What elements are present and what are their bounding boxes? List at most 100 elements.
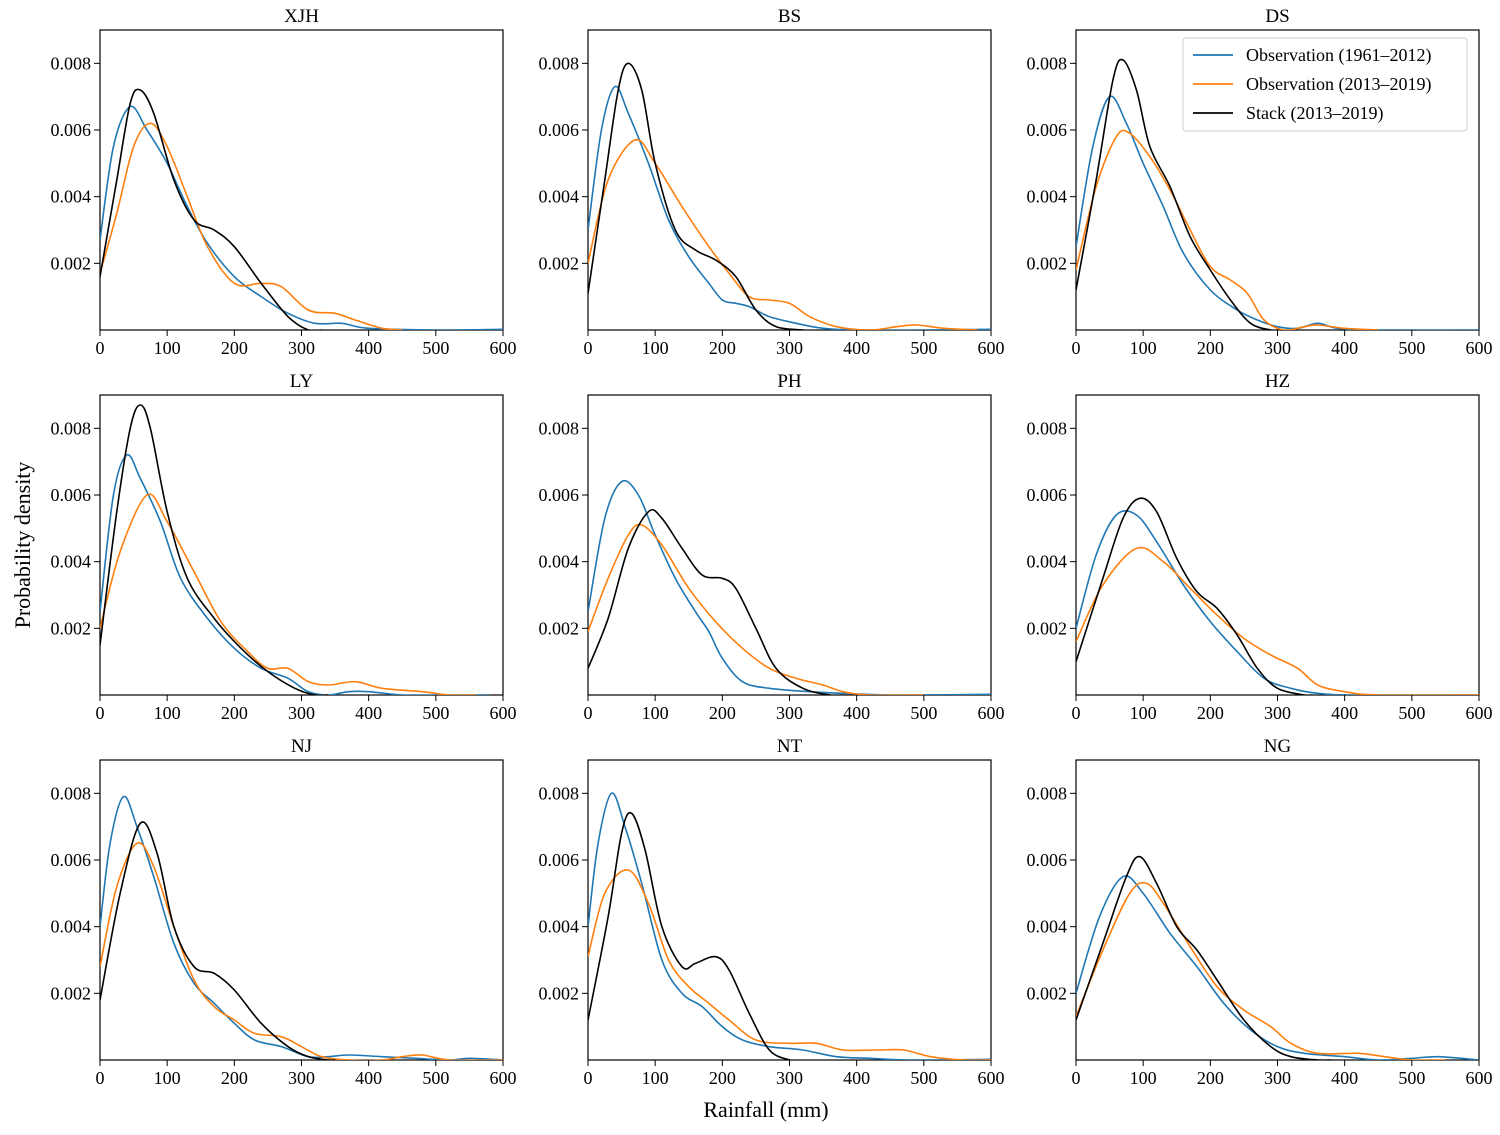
x-tick-label: 0 — [96, 703, 105, 723]
series-line-obs-2013-2019 — [100, 122, 403, 330]
y-tick-label: 0.002 — [539, 253, 580, 273]
x-tick-label: 0 — [584, 1068, 593, 1088]
y-tick-label: 0.004 — [51, 917, 92, 937]
panel-xjh: XJH 0 100 200 300 400 500 600 0.002 0.004 0.006 0.0… — [51, 6, 517, 358]
y-tick-label: 0.004 — [1027, 917, 1068, 937]
series-line-obs-1961-2012 — [100, 795, 503, 1060]
x-tick-label: 400 — [843, 703, 870, 723]
series-line-obs-2013-2019 — [1076, 881, 1446, 1060]
x-tick-label: 400 — [843, 338, 870, 358]
panel-curves — [100, 88, 503, 330]
x-tick-label: 200 — [221, 1068, 248, 1088]
series-line-stack-2013-2019 — [1076, 58, 1278, 330]
x-tick-label: 0 — [1072, 338, 1081, 358]
y-tick-label: 0.002 — [51, 253, 92, 273]
y-tick-label: 0.008 — [539, 418, 580, 438]
legend-entry: Stack (2013–2019) — [1246, 103, 1383, 124]
x-tick-label: 100 — [154, 1068, 181, 1088]
y-tick-label: 0.004 — [539, 187, 580, 207]
series-line-stack-2013-2019 — [100, 404, 329, 695]
x-tick-label: 400 — [1331, 1068, 1358, 1088]
x-tick-label: 600 — [978, 1068, 1005, 1088]
y-tick-label: 0.002 — [51, 983, 92, 1003]
x-tick-label: 400 — [1331, 703, 1358, 723]
panel-frame — [1075, 759, 1480, 1061]
x-tick-label: 100 — [154, 338, 181, 358]
x-tick-label: 500 — [910, 338, 937, 358]
y-tick-label: 0.008 — [51, 783, 92, 803]
series-line-obs-2013-2019 — [1076, 129, 1379, 330]
legend: Observation (1961–2012) Observation (2013… — [1182, 37, 1468, 132]
panel-title: XJH — [284, 6, 319, 27]
panel-title: NG — [1264, 736, 1292, 757]
x-tick-label: 0 — [1072, 703, 1081, 723]
x-tick-label: 500 — [1398, 338, 1425, 358]
panel-curves — [588, 62, 991, 330]
x-tick-label: 100 — [154, 703, 181, 723]
y-tick-label: 0.002 — [539, 983, 580, 1003]
x-tick-label: 200 — [221, 338, 248, 358]
panel-title: HZ — [1265, 371, 1290, 392]
panel-title: PH — [777, 371, 802, 392]
y-tick-label: 0.006 — [1027, 120, 1068, 140]
panel-frame — [587, 759, 992, 1061]
series-line-obs-2013-2019 — [588, 523, 924, 695]
y-tick-label: 0.004 — [1027, 552, 1068, 572]
series-line-obs-2013-2019 — [100, 842, 503, 1060]
x-tick-label: 500 — [1398, 1068, 1425, 1088]
x-tick-label: 300 — [288, 338, 315, 358]
x-tick-label: 200 — [221, 703, 248, 723]
x-tick-label: 600 — [978, 703, 1005, 723]
series-line-obs-1961-2012 — [588, 85, 991, 330]
y-tick-label: 0.002 — [51, 618, 92, 638]
x-tick-label: 100 — [642, 1068, 669, 1088]
y-tick-label: 0.004 — [539, 552, 580, 572]
x-tick-label: 600 — [490, 338, 517, 358]
y-axis-label: Probability density — [10, 462, 35, 629]
x-tick-label: 300 — [776, 703, 803, 723]
x-tick-label: 200 — [1197, 1068, 1224, 1088]
x-tick-label: 100 — [1130, 1068, 1157, 1088]
series-line-obs-2013-2019 — [588, 869, 991, 1060]
series-line-stack-2013-2019 — [588, 62, 804, 330]
x-tick-label: 0 — [1072, 1068, 1081, 1088]
y-tick-label: 0.006 — [539, 120, 580, 140]
panel-hz: HZ 0 100 200 300 400 500 600 0.002 0.004 0.006 0.00… — [1027, 371, 1493, 723]
legend-entry: Observation (2013–2019) — [1246, 74, 1431, 95]
y-tick-label: 0.002 — [1027, 253, 1068, 273]
panel-frame — [587, 394, 992, 696]
x-tick-label: 300 — [1264, 1068, 1291, 1088]
y-tick-label: 0.008 — [1027, 418, 1068, 438]
y-tick-label: 0.004 — [1027, 187, 1068, 207]
x-tick-label: 500 — [422, 338, 449, 358]
x-tick-label: 500 — [422, 703, 449, 723]
y-tick-label: 0.004 — [539, 917, 580, 937]
panel-title: NJ — [291, 736, 312, 757]
x-tick-label: 400 — [355, 703, 382, 723]
x-tick-label: 100 — [1130, 703, 1157, 723]
panel-nj: NJ 0 100 200 300 400 500 600 0.002 0.004 0.006 0.00… — [51, 736, 517, 1088]
x-tick-label: 200 — [709, 703, 736, 723]
x-tick-label: 500 — [422, 1068, 449, 1088]
x-tick-label: 200 — [709, 338, 736, 358]
y-tick-label: 0.004 — [51, 187, 92, 207]
y-tick-label: 0.006 — [1027, 850, 1068, 870]
x-tick-label: 200 — [709, 1068, 736, 1088]
panel-frame — [99, 394, 504, 696]
x-tick-label: 300 — [288, 703, 315, 723]
y-tick-label: 0.008 — [51, 53, 92, 73]
x-tick-label: 300 — [776, 338, 803, 358]
panel-curves — [1076, 58, 1479, 330]
series-line-stack-2013-2019 — [588, 508, 844, 695]
x-tick-label: 100 — [642, 338, 669, 358]
panel-curves — [1076, 497, 1479, 695]
x-tick-label: 600 — [1466, 1068, 1493, 1088]
x-tick-label: 100 — [1130, 338, 1157, 358]
x-tick-label: 0 — [584, 338, 593, 358]
series-line-obs-2013-2019 — [100, 493, 477, 695]
x-tick-label: 500 — [910, 703, 937, 723]
y-tick-label: 0.006 — [51, 850, 92, 870]
series-line-obs-1961-2012 — [1076, 510, 1479, 695]
x-tick-label: 600 — [1466, 338, 1493, 358]
